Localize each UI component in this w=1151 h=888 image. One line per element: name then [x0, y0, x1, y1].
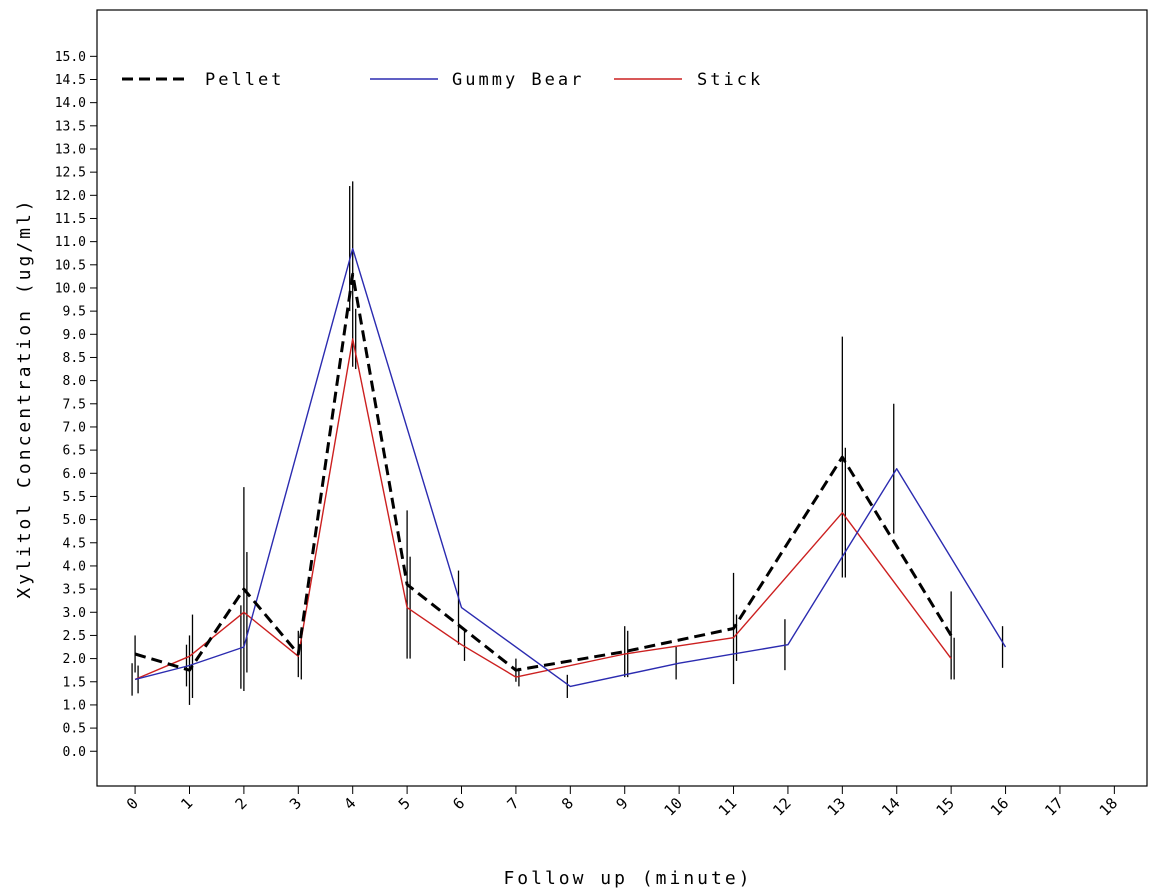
y-tick-label: 0.5	[63, 722, 86, 737]
y-tick-label: 3.5	[63, 583, 86, 598]
x-axis: 0 1 2 3 4 5 6 7 8 9 10 11 12 13 14 15 16 17 18	[123, 786, 1121, 820]
legend-label: Gummy Bear	[452, 70, 584, 90]
x-tick-label: 10	[660, 794, 686, 820]
plot-frame	[96, 9, 1148, 787]
x-tick-label: 1	[177, 794, 196, 813]
y-tick-label: 4.5	[63, 536, 86, 551]
y-tick-label: 4.0	[63, 559, 86, 574]
y-tick-label: 13.0	[55, 142, 86, 157]
x-tick-label: 3	[286, 794, 305, 813]
y-tick-label: 12.0	[55, 189, 86, 204]
y-tick-label: 2.0	[63, 652, 86, 667]
y-tick-label: 14.0	[55, 96, 86, 111]
y-tick-label: 5.5	[63, 490, 86, 505]
x-tick-label: 16	[987, 794, 1013, 820]
x-tick-label: 13	[824, 794, 850, 820]
x-tick-label: 12	[769, 794, 795, 820]
y-axis-label: Xylitol Concentration (ug/ml)	[14, 197, 35, 598]
y-tick-label: 2.5	[63, 629, 86, 644]
y-tick-label: 1.0	[63, 698, 86, 713]
y-tick-label: 9.0	[63, 328, 86, 343]
x-tick-label: 2	[232, 794, 251, 813]
y-tick-label: 15.0	[55, 50, 86, 65]
x-tick-label: 11	[715, 794, 741, 820]
y-tick-label: 8.0	[63, 374, 86, 389]
x-tick-label: 15	[932, 794, 958, 820]
x-tick-label: 8	[558, 794, 577, 813]
x-tick-label: 9	[612, 794, 631, 813]
series-lines	[134, 247, 1007, 688]
y-tick-label: 0.0	[63, 745, 86, 760]
y-tick-label: 9.5	[63, 305, 86, 320]
y-tick-label: 12.5	[55, 166, 86, 181]
y-tick-label: 10.5	[55, 258, 86, 273]
legend-label: Stick	[697, 70, 763, 90]
error-bars	[131, 181, 1004, 705]
x-tick-label: 6	[449, 794, 468, 813]
y-tick-label: 13.5	[55, 119, 86, 134]
series-line-gummy-bear	[134, 247, 1007, 688]
x-tick-label: 14	[878, 794, 904, 820]
x-axis-label: Follow up (minute)	[503, 868, 752, 888]
y-tick-label: 11.5	[55, 212, 86, 227]
y-tick-label: 10.0	[55, 281, 86, 296]
y-tick-label: 3.0	[63, 606, 86, 621]
y-tick-label: 7.0	[63, 420, 86, 435]
x-tick-label: 17	[1041, 794, 1067, 820]
y-tick-label: 14.5	[55, 73, 86, 88]
x-tick-label: 0	[123, 794, 142, 813]
legend: Pellet Gummy Bear Stick	[122, 70, 763, 90]
x-tick-label: 7	[504, 794, 523, 813]
series-line-pellet	[134, 272, 953, 672]
y-tick-label: 7.5	[63, 397, 86, 412]
y-tick-label: 1.5	[63, 675, 86, 690]
y-tick-label: 6.0	[63, 467, 86, 482]
y-axis: 0.0 0.5 1.0 1.5 2.0 2.5 3.0 3.5 4.0 4.5 5.0 5.5 6.0 6…	[55, 50, 97, 760]
x-tick-label: 18	[1096, 794, 1122, 820]
y-tick-label: 11.0	[55, 235, 86, 250]
x-tick-label: 4	[340, 794, 359, 813]
series-line-stick	[134, 338, 952, 681]
legend-label: Pellet	[205, 70, 284, 90]
y-tick-label: 8.5	[63, 351, 86, 366]
y-tick-label: 6.5	[63, 444, 86, 459]
x-tick-label: 5	[395, 794, 414, 813]
y-tick-label: 5.0	[63, 513, 86, 528]
